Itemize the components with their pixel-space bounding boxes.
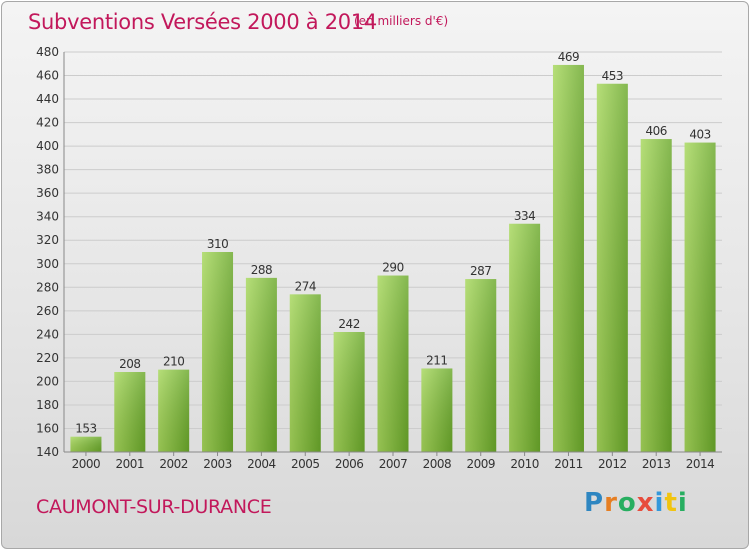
bar-shade-2004: [245, 277, 277, 452]
bar-shade-2014: [684, 142, 716, 452]
x-tick-label-2004: 2004: [247, 457, 276, 471]
value-label-2001: 208: [119, 357, 140, 371]
value-label-2012: 453: [602, 69, 623, 83]
value-label-2003: 310: [207, 237, 228, 251]
bar-shade-2012: [596, 83, 628, 452]
value-label-2009: 287: [470, 264, 491, 278]
value-label-2004: 288: [251, 263, 272, 277]
x-tick-label-2013: 2013: [642, 457, 671, 471]
bar-shade-2007: [377, 275, 409, 452]
y-tick-label: 220: [36, 351, 59, 365]
x-tick-label-2008: 2008: [423, 457, 452, 471]
value-label-2005: 274: [295, 279, 316, 293]
y-tick-label: 420: [36, 116, 59, 130]
x-tick-label-2007: 2007: [379, 457, 408, 471]
y-tick-label: 280: [36, 280, 59, 294]
bar-shade-2003: [202, 252, 234, 452]
bar-shade-2010: [509, 223, 541, 452]
bar-shade-2005: [289, 294, 321, 452]
chart-unit: (en milliers d'€): [354, 14, 449, 28]
x-tick-label-2009: 2009: [466, 457, 495, 471]
value-label-2006: 242: [338, 317, 359, 331]
bar-shade-2008: [421, 368, 453, 452]
bar-chart: 153 208 210 310 288 274 242 290 211 287 334 469 453 4…: [36, 45, 722, 471]
value-label-2000: 153: [75, 422, 96, 436]
y-tick-label: 300: [36, 257, 59, 271]
value-label-2002: 210: [163, 355, 184, 369]
x-tick-label-2003: 2003: [203, 457, 232, 471]
value-label-2010: 334: [514, 209, 535, 223]
y-tick-label: 360: [36, 186, 59, 200]
y-tick-label: 140: [36, 445, 59, 459]
y-tick-label: 320: [36, 233, 59, 247]
commune-name: CAUMONT-SUR-DURANCE: [36, 496, 272, 518]
y-tick-label: 340: [36, 210, 59, 224]
x-tick-label-2005: 2005: [291, 457, 320, 471]
y-tick-label: 440: [36, 92, 59, 106]
x-tick-label-2006: 2006: [335, 457, 364, 471]
x-tick-label-2014: 2014: [686, 457, 715, 471]
y-tick-label: 180: [36, 398, 59, 412]
value-label-2014: 403: [689, 128, 710, 142]
value-label-2007: 290: [382, 261, 403, 275]
bar-shade-2002: [158, 369, 190, 452]
y-tick-label: 160: [36, 421, 59, 435]
y-tick-label: 240: [36, 327, 59, 341]
x-tick-label-2010: 2010: [510, 457, 539, 471]
y-tick-label: 460: [36, 69, 59, 83]
chart-title: Subventions Versées 2000 à 2014: [28, 10, 377, 34]
x-tick-label-2001: 2001: [116, 457, 145, 471]
y-tick-label: 200: [36, 374, 59, 388]
bar-shade-2006: [333, 332, 365, 452]
bar-shade-2001: [114, 372, 146, 452]
proxiti-logo: Proxiti: [584, 488, 688, 518]
y-tick-label: 380: [36, 163, 59, 177]
value-label-2008: 211: [426, 353, 447, 367]
x-tick-label-2000: 2000: [72, 457, 101, 471]
x-tick-label-2012: 2012: [598, 457, 627, 471]
bar-shade-2009: [465, 279, 497, 452]
y-tick-label: 480: [36, 45, 59, 59]
bar-shade-2013: [640, 139, 672, 452]
y-tick-label: 400: [36, 139, 59, 153]
value-label-2013: 406: [645, 124, 666, 138]
x-tick-label-2011: 2011: [554, 457, 583, 471]
y-tick-label: 260: [36, 304, 59, 318]
value-label-2011: 469: [558, 50, 579, 64]
bar-shade-2011: [552, 64, 584, 453]
bar-shade-2000: [70, 436, 102, 452]
x-tick-label-2002: 2002: [159, 457, 188, 471]
